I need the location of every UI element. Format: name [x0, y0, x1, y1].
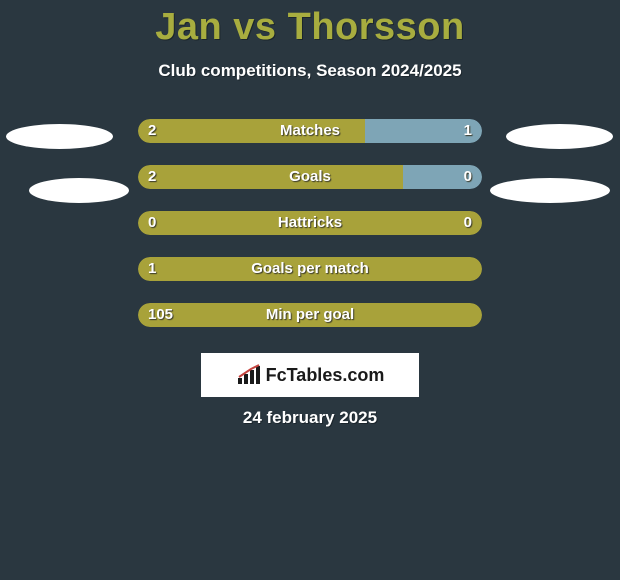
value-left: 2 [148, 119, 156, 143]
logo-box: FcTables.com [201, 353, 419, 397]
bars-icon [236, 364, 262, 386]
bar-track [138, 303, 482, 327]
bar-left [138, 165, 403, 189]
bar-left [138, 257, 482, 281]
value-left: 0 [148, 211, 156, 235]
team-ellipse-left [6, 124, 113, 149]
stat-row: Hattricks00 [0, 211, 620, 235]
bar-track [138, 257, 482, 281]
date-label: 24 february 2025 [0, 408, 620, 428]
value-left: 105 [148, 303, 173, 327]
value-left: 2 [148, 165, 156, 189]
team-ellipse-right [506, 124, 613, 149]
team-ellipse-right [490, 178, 610, 203]
page-subtitle: Club competitions, Season 2024/2025 [0, 61, 620, 81]
value-right: 0 [464, 211, 472, 235]
bar-left [138, 303, 482, 327]
team-ellipse-left [29, 178, 129, 203]
stat-row: Goals per match1 [0, 257, 620, 281]
stat-row: Min per goal105 [0, 303, 620, 327]
value-left: 1 [148, 257, 156, 281]
logo-inner: FcTables.com [236, 364, 385, 386]
bar-left [138, 119, 365, 143]
comparison-card: Jan vs Thorsson Club competitions, Seaso… [0, 0, 620, 580]
value-right: 0 [464, 165, 472, 189]
value-right: 1 [464, 119, 472, 143]
stat-rows: Matches21Goals20Hattricks00Goals per mat… [0, 119, 620, 327]
bar-track [138, 211, 482, 235]
bar-track [138, 119, 482, 143]
page-title: Jan vs Thorsson [0, 0, 620, 49]
logo-text: FcTables.com [266, 365, 385, 386]
bar-track [138, 165, 482, 189]
bar-left [138, 211, 482, 235]
